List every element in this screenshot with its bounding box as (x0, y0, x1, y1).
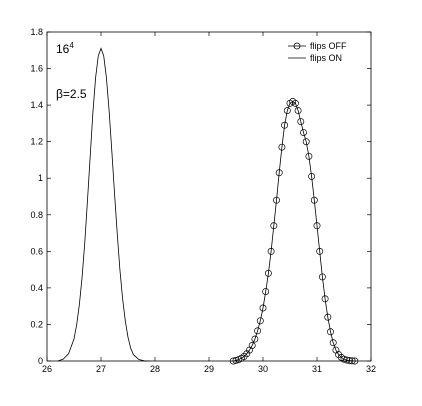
y-tick-label: 0.6 (30, 246, 43, 256)
data-point (278, 143, 286, 151)
x-tick-label: 26 (42, 364, 52, 374)
x-tick-label: 31 (312, 364, 322, 374)
data-point (270, 222, 278, 230)
x-tick-label: 32 (366, 364, 376, 374)
data-point (256, 317, 264, 325)
y-tick-label: 1.4 (30, 100, 43, 110)
data-point (343, 356, 351, 364)
legend: flips OFF flips ON (288, 41, 347, 63)
data-point (310, 196, 318, 204)
data-point (229, 357, 237, 365)
data-point (281, 121, 289, 129)
data-point (262, 288, 270, 295)
data-point (291, 99, 299, 107)
data-point (248, 342, 256, 349)
data-point (243, 350, 251, 358)
data-point (348, 357, 356, 365)
data-point (305, 152, 313, 160)
x-tick-label: 29 (204, 364, 214, 374)
lattice-size-exponent: 4 (69, 41, 74, 50)
y-tick-label: 0 (38, 356, 43, 366)
y-tick-label: 1.2 (30, 137, 43, 147)
data-point (329, 339, 337, 347)
y-tick-label: 0.4 (30, 283, 43, 293)
data-point (273, 196, 280, 204)
data-point (351, 357, 359, 365)
data-point (313, 222, 321, 230)
y-tick-label: 1.8 (30, 27, 43, 37)
data-point (327, 328, 334, 336)
data-point (308, 172, 316, 180)
plot-area: 26 27 28 29 30 31 32 0 0.2 0.4 0.6 0.8 1 1.2 1.4 1.6 1.8 (30, 27, 376, 374)
legend-entry-flips-on: flips ON (288, 53, 342, 63)
data-point (275, 169, 283, 177)
data-point (264, 269, 272, 277)
y-tick-label: 0.2 (30, 319, 43, 329)
series-line-flips-on (57, 47, 150, 362)
series-layer (57, 47, 359, 365)
data-point (340, 355, 348, 363)
legend-label-flips-on: flips ON (310, 53, 342, 63)
lattice-size-base: 16 (56, 42, 70, 56)
y-tick-label: 1 (38, 173, 43, 183)
beta-label: β=2.5 (56, 87, 87, 101)
data-point (297, 118, 305, 126)
data-point (324, 313, 332, 321)
x-tick-label: 30 (258, 364, 268, 374)
lattice-size-label: 164 (56, 41, 74, 56)
data-point (283, 107, 291, 115)
data-point (254, 327, 262, 335)
axis-ticks: 26 27 28 29 30 31 32 0 0.2 0.4 0.6 0.8 1 1.2 1.4 1.6 1.8 (30, 27, 376, 374)
legend-entry-flips-off: flips OFF (288, 41, 347, 51)
y-tick-label: 0.8 (30, 210, 43, 220)
data-point (259, 304, 267, 312)
data-point (300, 129, 307, 136)
data-point (321, 295, 329, 303)
legend-marker-circle-icon (293, 42, 301, 50)
series-line-flips-off (233, 100, 355, 362)
series-flips-off (229, 98, 359, 365)
data-point (267, 247, 275, 255)
x-tick-label: 27 (96, 364, 106, 374)
y-tick-label: 1.6 (30, 64, 43, 74)
data-point (251, 335, 259, 343)
data-point (318, 273, 326, 281)
data-point (316, 247, 324, 255)
data-point (345, 357, 353, 365)
lattice-annotation: 164 β=2.5 (56, 41, 87, 101)
series-flips-on (57, 47, 150, 362)
x-tick-label: 28 (150, 364, 160, 374)
data-point (294, 107, 302, 115)
legend-label-flips-off: flips OFF (310, 41, 347, 51)
data-point (302, 138, 310, 146)
